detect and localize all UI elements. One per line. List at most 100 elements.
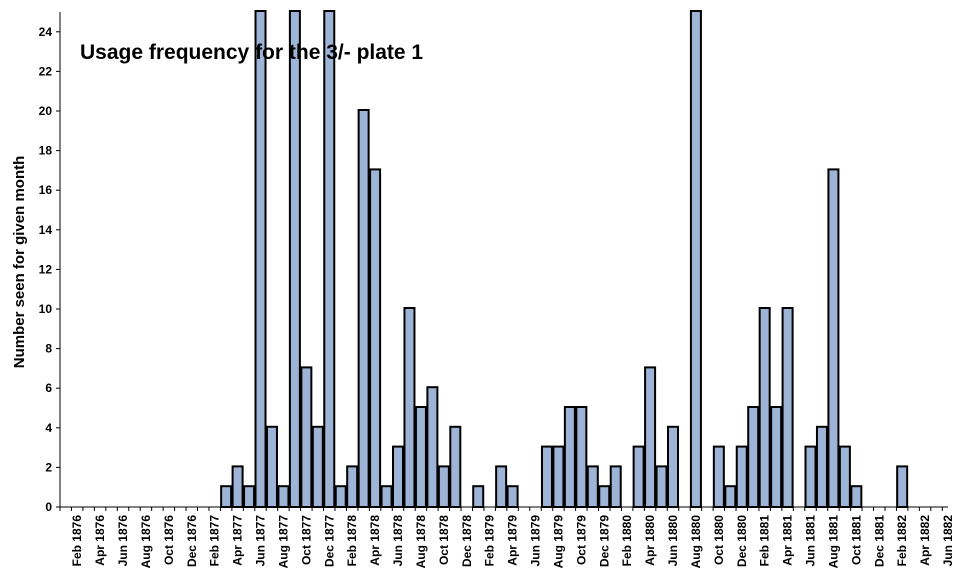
bar-oct-1878 <box>437 465 450 508</box>
bar-apr-1877 <box>231 465 244 508</box>
bar-dec-1879 <box>598 485 611 509</box>
y-tick-label: 18 <box>39 144 53 158</box>
y-tick-label: 8 <box>45 342 52 356</box>
bar-jan-1879 <box>472 485 485 509</box>
x-tick-label: Apr 1876 <box>93 515 107 566</box>
x-tick-label: Oct 1879 <box>574 515 588 565</box>
x-tick-label: Dec 1878 <box>460 515 474 567</box>
x-tick-label: Apr 1877 <box>231 515 245 566</box>
bar-nov-1880 <box>724 485 737 509</box>
bar-oct-1879 <box>575 406 588 508</box>
bar-jan-1881 <box>747 406 760 508</box>
x-tick-label: Oct 1880 <box>712 515 726 565</box>
x-tick-label: Dec 1880 <box>735 515 749 567</box>
x-tick-label: Aug 1877 <box>276 515 290 569</box>
bar-oct-1881 <box>850 485 863 509</box>
bar-nov-1877 <box>311 425 324 508</box>
bar-jul-1879 <box>540 445 553 509</box>
x-tick-label: Apr 1882 <box>918 515 932 566</box>
bar-apr-1881 <box>781 307 794 508</box>
x-tick-label: Jun 1880 <box>666 515 680 567</box>
y-tick-label: 22 <box>39 64 53 78</box>
bar-jun-1877 <box>254 10 267 508</box>
bar-mar-1879 <box>495 465 508 508</box>
bar-jan-1880 <box>609 465 622 508</box>
bars <box>220 10 909 509</box>
y-tick-label: 4 <box>45 421 52 435</box>
x-tick-label: Aug 1881 <box>826 515 840 569</box>
x-tick-label: Feb 1881 <box>758 515 772 567</box>
bar-apr-1879 <box>506 485 519 509</box>
y-tick-label: 0 <box>45 500 52 514</box>
bar-aug-1881 <box>827 168 840 508</box>
x-tick-label: Jun 1879 <box>529 515 543 567</box>
x-tick-label: Aug 1876 <box>139 515 153 569</box>
bar-may-1877 <box>243 485 256 509</box>
x-tick-label: Aug 1879 <box>551 515 565 569</box>
bar-dec-1877 <box>323 10 336 508</box>
bar-apr-1880 <box>644 366 657 508</box>
x-tick-label: Oct 1878 <box>437 515 451 565</box>
bar-aug-1879 <box>552 445 565 509</box>
x-tick-label: Feb 1879 <box>483 515 497 567</box>
x-tick-label: Jun 1878 <box>391 515 405 567</box>
bar-jan-1878 <box>334 485 347 509</box>
x-tick-label: Feb 1877 <box>208 515 222 567</box>
bar-feb-1881 <box>758 307 771 508</box>
chart-title: Usage frequency for the 3/- plate 1 <box>80 41 423 64</box>
x-tick-label: Jun 1876 <box>116 515 130 567</box>
x-tick-label: Apr 1881 <box>781 515 795 566</box>
bar-feb-1878 <box>346 465 359 508</box>
x-tick-label: Aug 1878 <box>414 515 428 569</box>
x-tick-label: Jun 1882 <box>941 515 955 567</box>
bar-oct-1880 <box>712 445 725 509</box>
x-tick-label: Feb 1876 <box>70 515 84 567</box>
bar-oct-1877 <box>300 366 313 508</box>
y-tick-label: 2 <box>45 460 52 474</box>
bar-mar-1880 <box>632 445 645 509</box>
x-tick-label: Oct 1876 <box>162 515 176 565</box>
bar-sep-1879 <box>563 406 576 508</box>
bar-nov-1879 <box>586 465 599 508</box>
bar-feb-1882 <box>896 465 909 508</box>
x-tick-label: Dec 1881 <box>872 515 886 567</box>
x-tick-label: Apr 1880 <box>643 515 657 566</box>
x-axis: Feb 1876 Apr 1876 Jun 1876 Aug 1876 Oct 1876… <box>59 506 955 569</box>
y-axis-title: Number seen for given month <box>11 156 28 369</box>
bar-jun-1878 <box>392 445 405 509</box>
bar-aug-1878 <box>414 406 427 508</box>
bar-sep-1878 <box>426 386 439 509</box>
x-tick-label: Oct 1877 <box>299 515 313 565</box>
y-tick-label: 24 <box>39 25 53 39</box>
bar-jun-1880 <box>667 425 680 508</box>
y-tick-label: 16 <box>39 183 53 197</box>
x-tick-label: Apr 1879 <box>506 515 520 566</box>
bar-mar-1878 <box>357 109 370 508</box>
bar-nov-1878 <box>449 425 462 508</box>
bar-sep-1881 <box>838 445 851 509</box>
bar-jul-1878 <box>403 307 416 508</box>
y-tick-label: 20 <box>39 104 53 118</box>
bar-mar-1881 <box>770 406 783 508</box>
x-tick-label: Apr 1878 <box>368 515 382 566</box>
x-tick-label: Feb 1880 <box>620 515 634 567</box>
bar-sep-1877 <box>288 10 301 508</box>
y-tick-label: 14 <box>39 223 53 237</box>
bar-mar-1877 <box>220 485 233 509</box>
x-tick-label: Dec 1879 <box>597 515 611 567</box>
bar-jun-1881 <box>804 445 817 509</box>
x-tick-label: Jun 1877 <box>254 515 268 567</box>
x-tick-label: Aug 1880 <box>689 515 703 569</box>
bar-may-1878 <box>380 485 393 509</box>
bar-dec-1880 <box>735 445 748 509</box>
bar-aug-1880 <box>689 10 702 508</box>
x-tick-label: Feb 1878 <box>345 515 359 567</box>
bar-jul-1881 <box>815 425 828 508</box>
bar-apr-1878 <box>369 168 382 508</box>
y-tick-label: 12 <box>39 262 53 276</box>
bar-may-1880 <box>655 465 668 508</box>
bar-aug-1877 <box>277 485 290 509</box>
x-tick-label: Dec 1876 <box>185 515 199 567</box>
